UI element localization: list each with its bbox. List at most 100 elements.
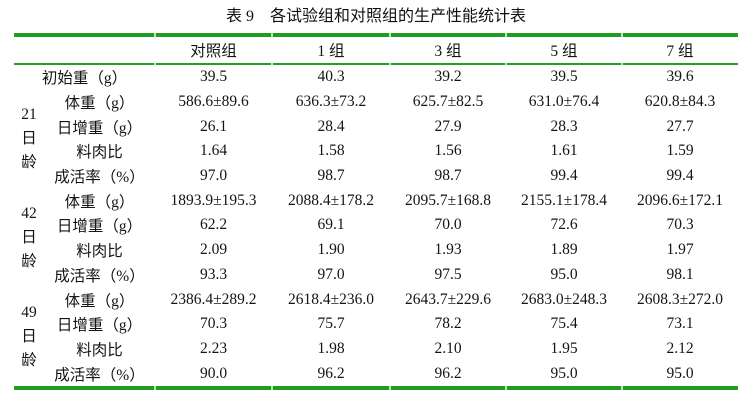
table-row: 21日龄 体重（g） 586.6±89.6 636.3±73.2 625.7±8… — [14, 90, 738, 171]
performance-table: 对照组 1 组 3 组 5 组 7 组 初始重（g） 39.5 40.3 39.… — [14, 33, 738, 390]
table-wrapper: 对照组 1 组 3 组 5 组 7 组 初始重（g） 39.5 40.3 39.… — [14, 33, 738, 390]
column-header-group1: 1 组 — [317, 43, 345, 60]
value-cell: 2618.4±236.0 — [287, 290, 374, 308]
row-label: 成活率（%） — [54, 169, 145, 187]
row-label: 日增重（g） — [56, 119, 143, 137]
age-group-label-42: 42日龄 — [21, 204, 37, 270]
value-cell: 73.1 — [666, 315, 694, 333]
table-row: 日增重（g） 62.2 69.1 70.0 72.6 70.3 — [14, 213, 738, 238]
row-label: 料肉比 — [76, 341, 123, 359]
value-cell: 2683.0±248.3 — [520, 290, 607, 308]
value-cell: 98.7 — [434, 167, 462, 185]
value-cell: 1.90 — [317, 241, 345, 259]
table-row: 料肉比 1.64 1.58 1.56 1.61 1.59 — [14, 139, 738, 164]
value-cell: 72.6 — [550, 216, 578, 234]
value-cell: 75.7 — [317, 315, 345, 333]
value-cell: 26.1 — [199, 117, 228, 135]
row-label: 成活率（%） — [54, 366, 145, 384]
column-header-group3: 3 组 — [434, 43, 462, 60]
value-cell: 97.0 — [199, 167, 228, 185]
age-group-label-21: 21日龄 — [21, 106, 37, 172]
value-cell: 97.5 — [434, 265, 462, 283]
value-cell: 586.6±89.6 — [178, 93, 249, 111]
value-cell: 27.9 — [434, 117, 462, 135]
value-cell: 2.10 — [434, 339, 462, 357]
value-cell: 2088.4±178.2 — [287, 191, 374, 209]
value-cell: 1.97 — [666, 241, 694, 259]
value-cell: 75.4 — [550, 315, 578, 333]
value-cell: 1.95 — [550, 339, 578, 357]
table-caption: 表 9 各试验组和对照组的生产性能统计表 — [225, 8, 526, 25]
value-cell: 2096.6±172.1 — [636, 191, 723, 209]
value-cell: 1.59 — [666, 142, 694, 160]
value-cell: 90.0 — [199, 364, 228, 382]
value-cell: 1.89 — [550, 241, 578, 259]
value-cell: 97.0 — [317, 265, 345, 283]
value-cell: 28.3 — [550, 117, 578, 135]
row-label: 体重（g） — [64, 193, 135, 211]
value-cell: 70.3 — [666, 216, 694, 234]
table-row: 成活率（%） 97.0 98.7 98.7 99.4 99.4 — [14, 164, 738, 189]
value-cell: 27.7 — [666, 117, 694, 135]
column-header-group5: 5 组 — [550, 43, 578, 60]
value-cell: 2643.7±229.6 — [404, 290, 491, 308]
value-cell: 1.93 — [434, 241, 462, 259]
value-cell: 96.2 — [434, 364, 462, 382]
row-label: 体重（g） — [64, 292, 135, 310]
value-cell: 1.64 — [199, 142, 228, 160]
value-cell: 1.98 — [317, 339, 345, 357]
row-label: 成活率（%） — [54, 267, 145, 285]
row-label: 料肉比 — [76, 243, 123, 261]
value-cell: 2155.1±178.4 — [520, 191, 607, 209]
age-group-label-49: 49日龄 — [21, 303, 37, 369]
column-header-control: 对照组 — [190, 43, 237, 60]
table-row-initial-weight: 初始重（g） 39.5 40.3 39.2 39.5 39.6 — [14, 64, 738, 90]
value-cell: 631.0±76.4 — [528, 93, 600, 111]
value-cell: 95.0 — [550, 364, 578, 382]
value-cell: 625.7±82.5 — [412, 93, 484, 111]
value-cell: 70.0 — [434, 216, 462, 234]
row-label: 日增重（g） — [56, 218, 143, 236]
row-label: 体重（g） — [64, 95, 135, 113]
row-label: 料肉比 — [76, 144, 123, 162]
value-cell: 2.09 — [199, 241, 228, 259]
table-row: 42日龄 体重（g） 1893.9±195.3 2088.4±178.2 209… — [14, 188, 738, 270]
value-cell: 98.1 — [666, 265, 694, 283]
table-row: 成活率（%） 93.3 97.0 97.5 95.0 98.1 — [14, 263, 738, 288]
value-cell: 28.4 — [317, 117, 345, 135]
value-cell: 99.4 — [550, 167, 578, 185]
value-cell: 99.4 — [666, 167, 694, 185]
value-cell: 69.1 — [317, 216, 345, 234]
value-cell: 2608.3±272.0 — [636, 290, 723, 308]
table-row: 49日龄 体重（g） 2386.4±289.2 2618.4±236.0 264… — [14, 287, 738, 369]
value-cell: 62.2 — [199, 216, 228, 234]
row-label: 日增重（g） — [56, 317, 143, 335]
value-cell: 636.3±73.2 — [295, 93, 367, 111]
value-cell: 95.0 — [666, 364, 694, 382]
value-cell: 39.2 — [434, 68, 462, 86]
table-row: 成活率（%） 90.0 96.2 96.2 95.0 95.0 — [14, 361, 738, 388]
value-cell: 1893.9±195.3 — [170, 191, 257, 209]
page: 表 9 各试验组和对照组的生产性能统计表 对照组 1 组 3 组 5 组 7 组 — [14, 8, 738, 390]
value-cell: 96.2 — [317, 364, 345, 382]
value-cell: 1.58 — [317, 142, 345, 160]
value-cell: 2095.7±168.8 — [404, 191, 491, 209]
table-row: 料肉比 2.09 1.90 1.93 1.89 1.97 — [14, 238, 738, 263]
column-header-group7: 7 组 — [666, 43, 694, 60]
value-cell: 1.56 — [434, 142, 462, 160]
value-cell: 78.2 — [434, 315, 462, 333]
value-cell: 95.0 — [550, 265, 578, 283]
value-cell: 620.8±84.3 — [644, 93, 716, 111]
table-row: 日增重（g） 70.3 75.7 78.2 75.4 73.1 — [14, 312, 738, 337]
table-row: 料肉比 2.23 1.98 2.10 1.95 2.12 — [14, 337, 738, 362]
value-cell: 39.6 — [666, 68, 694, 86]
value-cell: 39.5 — [550, 68, 578, 86]
header-row: 对照组 1 组 3 组 5 组 7 组 — [14, 35, 738, 64]
value-cell: 93.3 — [199, 265, 228, 283]
value-cell: 1.61 — [550, 142, 578, 160]
value-cell: 39.5 — [199, 68, 228, 86]
value-cell: 2386.4±289.2 — [170, 290, 257, 308]
row-label: 初始重（g） — [41, 70, 128, 88]
value-cell: 2.23 — [199, 339, 228, 357]
value-cell: 70.3 — [199, 315, 228, 333]
